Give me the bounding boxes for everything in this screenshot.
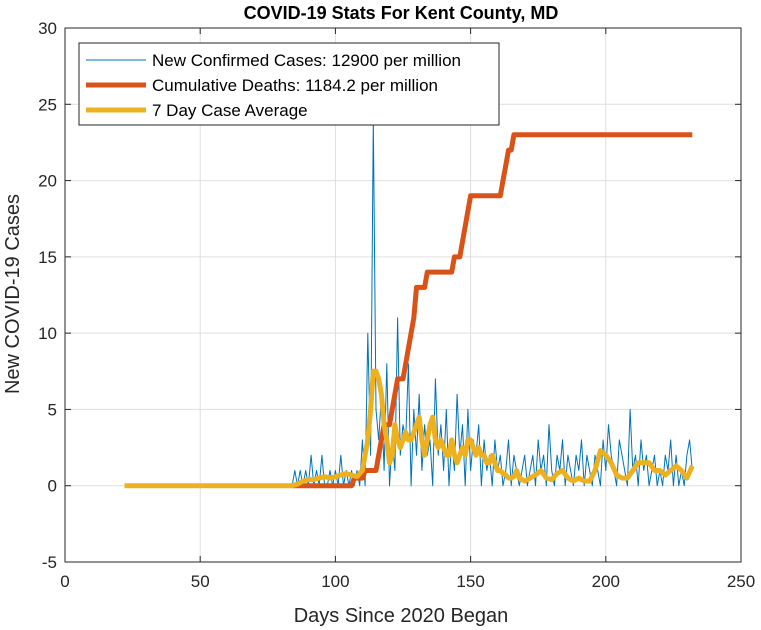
x-tick-label: 250: [727, 572, 755, 591]
y-tick-label: 10: [38, 324, 57, 343]
y-axis-label: New COVID-19 Cases: [2, 194, 24, 394]
y-tick-label: 0: [48, 477, 57, 496]
x-tick-label: 200: [592, 572, 620, 591]
legend-entry-2: Cumulative Deaths: 1184.2 per million: [152, 76, 438, 95]
legend: New Confirmed Cases: 12900 per million Cu…: [78, 42, 500, 126]
chart-title: COVID-19 Stats For Kent County, MD: [244, 3, 559, 23]
y-tick-label: 5: [48, 400, 57, 419]
y-tick-label: 25: [38, 95, 57, 114]
y-tick-label: 20: [38, 172, 57, 191]
series-line-3: [124, 368, 695, 489]
legend-entry-1: New Confirmed Cases: 12900 per million: [152, 51, 461, 70]
series-line-2: [292, 132, 693, 489]
x-tick-label: 0: [60, 572, 69, 591]
series-line-1: [124, 119, 693, 487]
legend-entry-3: 7 Day Case Average: [152, 101, 308, 120]
x-axis-label: Days Since 2020 Began: [294, 605, 509, 627]
y-tick-label: 30: [38, 19, 57, 38]
x-tick-label: 150: [456, 572, 484, 591]
x-tick-label: 100: [321, 572, 349, 591]
axes-box: [64, 27, 742, 563]
y-tick-label: 15: [38, 248, 57, 267]
y-tick-label: -5: [42, 553, 57, 572]
legend-box: [78, 42, 500, 126]
x-tick-label: 50: [191, 572, 210, 591]
